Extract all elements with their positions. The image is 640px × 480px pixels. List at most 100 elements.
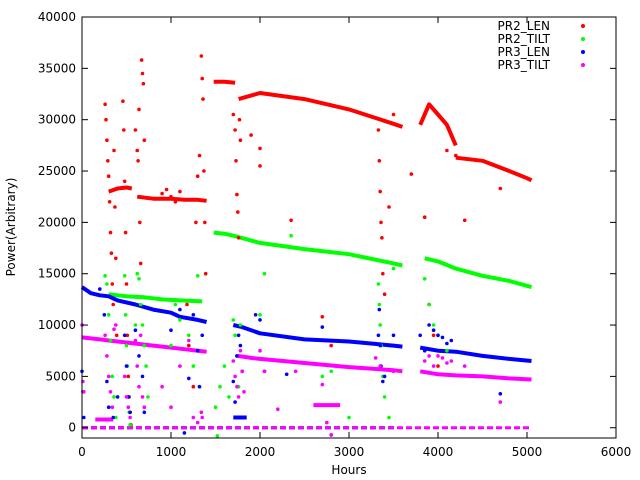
- pr2-len-line: [455, 155, 533, 183]
- legend-label-pr3-len: PR3_LEN: [498, 45, 550, 59]
- pr2-len-point: [133, 128, 138, 132]
- y-tick-label: 0: [68, 421, 76, 435]
- pr2-tilt-point: [233, 333, 237, 338]
- pr2-tilt-point: [422, 277, 427, 281]
- pr3-len-point: [197, 384, 202, 389]
- pr2-len-point: [378, 189, 383, 194]
- pr3-len-point: [142, 410, 147, 415]
- pr3-len-point: [431, 328, 436, 333]
- pr3-len-point: [258, 318, 262, 322]
- pr2-tilt-point: [222, 364, 227, 368]
- pr2-len-line: [108, 185, 133, 194]
- pr2-len-point: [376, 128, 381, 132]
- pr2-len-point: [135, 148, 139, 153]
- x-axis-label: Hours: [331, 463, 366, 477]
- x-tick-label: 4000: [423, 445, 454, 459]
- pr2-len-point: [236, 210, 240, 214]
- pr2-tilt-point: [103, 274, 107, 278]
- x-tick-label: 2000: [245, 445, 276, 459]
- pr3-len-point: [445, 341, 449, 346]
- pr2-len-point: [199, 54, 204, 58]
- pr3-tilt-point: [138, 333, 143, 338]
- pr2-len-point: [137, 107, 141, 112]
- pr2-len-point: [110, 282, 115, 286]
- pr3-tilt-point: [233, 374, 237, 379]
- pr2-len-point: [125, 333, 130, 338]
- pr2-len-point: [249, 133, 253, 137]
- pr3-len-point: [233, 400, 237, 404]
- legend-marker-pr3-len: [581, 50, 585, 54]
- pr2-tilt-point: [195, 274, 200, 278]
- pr2-tilt-point: [329, 369, 334, 374]
- pr2-tilt-point: [347, 415, 351, 420]
- pr2-len-point: [197, 153, 202, 158]
- pr2-len-point: [235, 192, 239, 197]
- pr3-len-point: [105, 379, 109, 384]
- pr2-tilt-point: [137, 277, 141, 281]
- pr2-tilt-point: [173, 302, 178, 307]
- pr3-len-point: [137, 354, 141, 358]
- pr2-tilt-point: [142, 343, 147, 348]
- pr2-len-point: [258, 164, 262, 168]
- pr3-tilt-point: [320, 382, 325, 387]
- pr2-tilt-point: [391, 266, 396, 271]
- pr2-len-line: [238, 91, 404, 129]
- pr2-tilt-line: [108, 292, 203, 304]
- pr2-tilt-point: [427, 302, 431, 307]
- pr2-len-point: [436, 364, 440, 368]
- pr3-tilt-line: [81, 335, 207, 354]
- pr2-tilt-point: [138, 302, 143, 307]
- legend-marker-pr3-tilt: [581, 63, 585, 67]
- pr3-tilt-point: [231, 359, 236, 363]
- y-tick-label: 30000: [38, 113, 76, 127]
- pr2-len-point: [449, 133, 454, 137]
- pr3-len-point: [231, 379, 236, 384]
- pr2-len-point: [173, 200, 178, 204]
- pr2-len-point: [178, 189, 182, 194]
- pr3-len-point: [427, 323, 431, 327]
- pr2-len-point: [140, 71, 145, 76]
- pr2-tilt-point: [320, 374, 325, 379]
- pr3-len-point: [195, 348, 200, 353]
- y-tick-label: 10000: [38, 318, 76, 332]
- pr2-len-point: [203, 220, 207, 225]
- pr3-tilt-point: [103, 333, 107, 338]
- pr3-len-point: [376, 333, 381, 338]
- pr2-tilt-point: [124, 343, 129, 348]
- pr3-tilt-point: [112, 327, 116, 332]
- pr3-tilt-point: [135, 364, 139, 368]
- pr2-tilt-point: [128, 422, 132, 427]
- pr2-tilt-point: [378, 323, 383, 327]
- pr2-tilt-point: [105, 282, 109, 286]
- pr2-len-point: [191, 384, 196, 389]
- pr2-len-point: [440, 117, 445, 122]
- pr2-len-point: [234, 159, 238, 163]
- pr3-len-point: [133, 328, 138, 333]
- pr3-tilt-point: [276, 407, 280, 412]
- pr3-tilt-point: [200, 415, 204, 420]
- pr3-len-point: [238, 343, 243, 348]
- pr2-tilt-point: [231, 318, 236, 322]
- pr2-tilt-point: [122, 274, 127, 278]
- pr2-len-point: [233, 128, 237, 132]
- pr3-tilt-point: [462, 364, 467, 368]
- pr3-tilt-point: [236, 395, 241, 399]
- pr2-len-point: [114, 256, 118, 261]
- pr2-len-point: [382, 292, 387, 297]
- pr3-tilt-point: [242, 390, 246, 394]
- pr2-len-point: [106, 159, 110, 163]
- pr3-len-line: [419, 345, 532, 363]
- pr2-len-point: [121, 99, 125, 103]
- pr2-len-point: [381, 271, 385, 276]
- pr2-len-point: [164, 187, 169, 192]
- pr3-tilt-point: [373, 356, 378, 360]
- series-points: [80, 54, 503, 438]
- pr3-len-point: [498, 392, 503, 396]
- y-tick-label: 5000: [45, 369, 76, 383]
- pr2-tilt-point: [133, 323, 138, 327]
- pr2-tilt-point: [227, 395, 231, 399]
- pr3-tilt-point: [169, 405, 173, 410]
- pr3-len-point: [169, 328, 173, 333]
- pr3-len-point: [422, 348, 427, 353]
